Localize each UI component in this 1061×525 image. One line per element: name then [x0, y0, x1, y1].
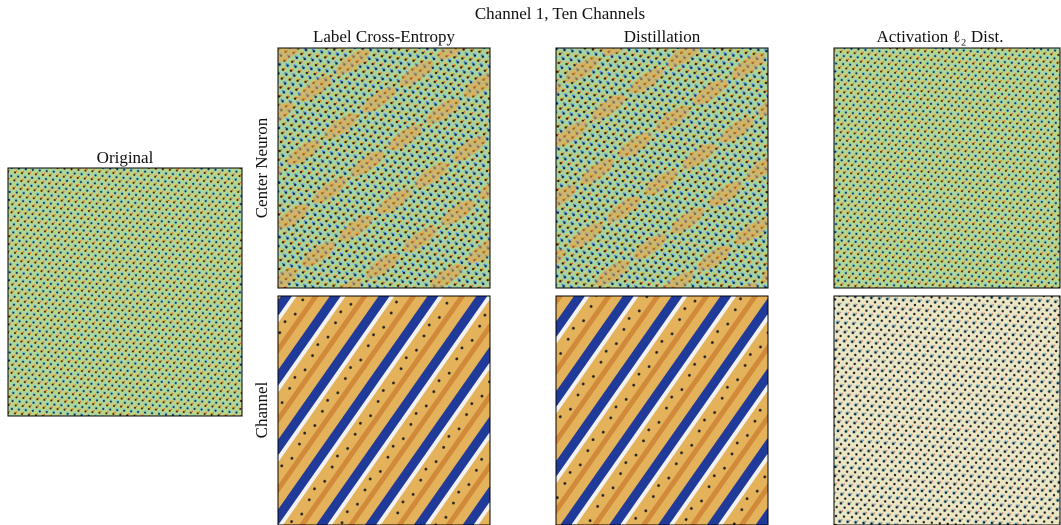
figure-title: Channel 1, Ten Channels: [475, 4, 645, 23]
column-label: Distillation: [624, 27, 701, 46]
row-label: Center Neuron: [252, 117, 271, 218]
original-image: [8, 168, 242, 416]
feature-visualization: [278, 48, 490, 288]
feature-visualization: [278, 296, 490, 525]
column-label: Activation ℓ₂ Dist.: [877, 27, 1004, 46]
figure: Channel 1, Ten Channels Original Label C…: [0, 0, 1061, 525]
image-label: Original: [97, 148, 154, 167]
feature-visualization: [556, 48, 768, 288]
feature-visualization: [834, 48, 1060, 288]
feature-visualization: [834, 296, 1060, 525]
feature-visualization: [556, 296, 768, 525]
column-label: Label Cross-Entropy: [313, 27, 456, 46]
row-label: Channel: [252, 381, 271, 438]
